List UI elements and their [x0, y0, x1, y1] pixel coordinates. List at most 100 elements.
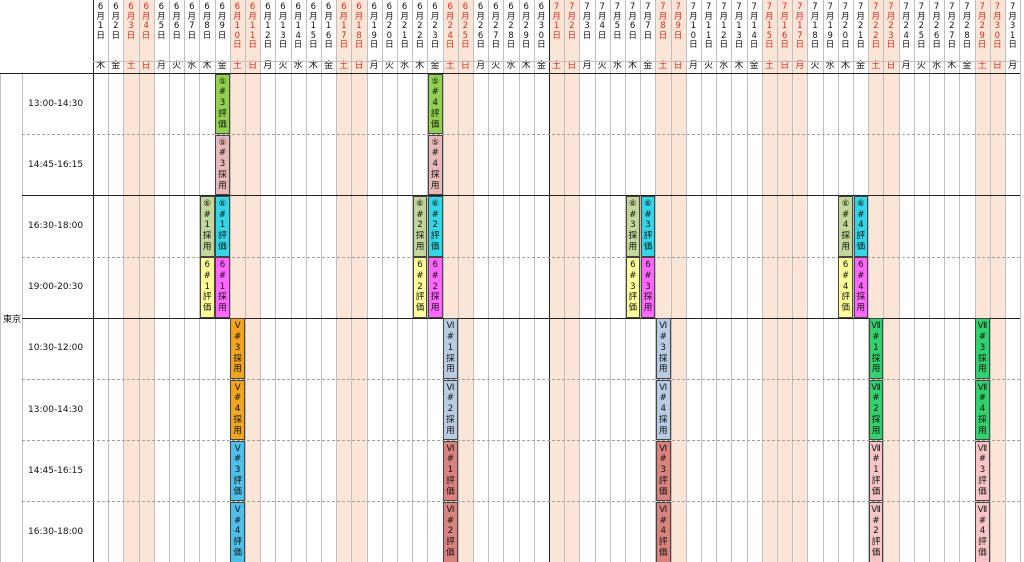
schedule-event-block[interactable]: 6 #3 評価 [625, 257, 641, 318]
schedule-event-block[interactable]: Ⅵ #2 評価 [443, 501, 458, 562]
schedule-event-block[interactable]: 6 #4 評価 [838, 257, 853, 318]
schedule-event-block[interactable]: ⑥ #4 採用 [838, 195, 853, 257]
schedule-event-block[interactable]: Ⅵ #1 採用 [443, 318, 458, 379]
schedule-event-block[interactable]: 6 #1 採用 [215, 257, 230, 318]
schedule-event-block[interactable]: ⑤ #4 採用 [427, 134, 443, 196]
schedule-event-block[interactable]: 6 #2 採用 [427, 257, 443, 318]
schedule-event-block[interactable]: 6 #2 評価 [412, 257, 428, 318]
schedule-event-block[interactable]: Ⅶ #3 評価 [975, 440, 990, 502]
schedule-event-block[interactable]: ⑥ #1 評価 [215, 195, 230, 257]
schedule-event-block[interactable]: Ⅴ #3 採用 [230, 318, 245, 379]
schedule-event-block[interactable]: Ⅵ #4 評価 [655, 501, 671, 562]
schedule-event-block[interactable]: ⑥ #2 採用 [412, 195, 428, 257]
schedule-event-block[interactable]: Ⅴ #4 採用 [230, 379, 245, 441]
schedule-event-block[interactable]: ⑤ #3 評価 [215, 73, 230, 135]
schedule-event-block[interactable]: ⑤ #3 採用 [215, 134, 230, 196]
schedule-event-block[interactable]: 6 #4 採用 [853, 257, 869, 318]
schedule-event-block[interactable]: 6 #1 評価 [199, 257, 215, 318]
schedule-event-block[interactable]: Ⅶ #2 評価 [868, 501, 884, 562]
schedule-event-block[interactable]: Ⅵ #2 採用 [443, 379, 458, 441]
schedule-event-block[interactable]: Ⅶ #4 採用 [975, 379, 990, 441]
schedule-event-block[interactable]: Ⅵ #4 採用 [655, 379, 671, 441]
schedule-event-block[interactable]: ⑥ #3 評価 [640, 195, 656, 257]
schedule-event-block[interactable]: Ⅶ #1 採用 [868, 318, 884, 379]
schedule-event-block[interactable]: Ⅶ #3 採用 [975, 318, 990, 379]
schedule-event-block[interactable]: Ⅵ #3 採用 [655, 318, 671, 379]
schedule-event-block[interactable]: ⑥ #3 採用 [625, 195, 641, 257]
schedule-event-block[interactable]: Ⅵ #3 評価 [655, 440, 671, 502]
schedule-event-block[interactable]: Ⅴ #4 評価 [230, 501, 245, 562]
schedule-event-block[interactable]: ⑥ #2 評価 [427, 195, 443, 257]
schedule-event-block[interactable]: ⑥ #4 評価 [853, 195, 869, 257]
schedule-event-block[interactable]: Ⅶ #2 採用 [868, 379, 884, 441]
schedule-event-block[interactable]: ⑥ #1 採用 [199, 195, 215, 257]
schedule-event-block[interactable]: ⑤ #4 評価 [427, 73, 443, 135]
schedule-event-block[interactable]: Ⅶ #1 評価 [868, 440, 884, 502]
schedule-event-block[interactable]: Ⅵ #1 評価 [443, 440, 458, 502]
schedule-event-block[interactable]: 6 #3 採用 [640, 257, 656, 318]
schedule-event-block[interactable]: Ⅴ #3 評価 [230, 440, 245, 502]
